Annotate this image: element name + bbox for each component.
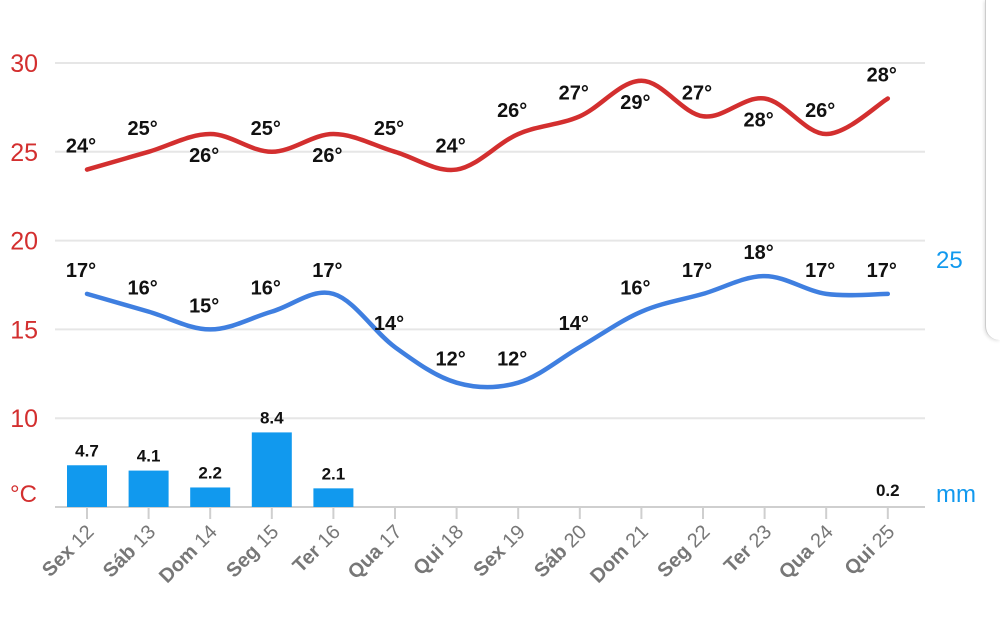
precip-bar-3 [251,432,292,507]
x-tick-label-2: Dom 14 [155,521,222,588]
x-tick-label-0: Sex 12 [38,521,98,581]
y-tick-label-10: 10 [10,405,38,433]
y-tick-label-15: 15 [10,316,38,344]
temp-label-min-1: 16° [127,278,157,300]
precip-bar-0 [67,465,107,507]
precip-bar-1 [128,470,169,507]
scroll-edge [985,0,1000,340]
precip-label-2: 2.2 [198,463,222,482]
temp-label-max-1: 25° [127,118,157,140]
temp-label-max-5: 25° [374,118,404,140]
x-tick-label-4: Ter 16 [289,521,345,577]
x-tick-label-9: Dom 21 [586,521,653,588]
precipitation-bars [67,432,354,507]
temp-label-max-10: 27° [682,82,712,104]
x-tick-label-10: Seg 22 [653,521,714,582]
x-tick-label-12: Qua 24 [775,521,838,584]
temp-label-min-6: 12° [435,349,465,371]
temp-label-min-4: 17° [312,260,342,282]
y-tick-label-30: 30 [10,50,38,78]
precip-label-4: 2.1 [322,464,346,483]
series-line-min [84,273,891,390]
precip-label-0: 4.7 [75,441,99,460]
grid-lines [55,62,925,519]
temp-label-min-0: 17° [66,260,96,282]
temp-label-min-10: 17° [682,260,712,282]
temp-label-max-12: 26° [805,100,835,122]
precip-bar-4 [313,488,354,507]
precip-bar-2 [190,487,231,507]
temp-label-max-3: 25° [251,118,281,140]
temp-label-max-13: 28° [867,65,897,87]
precip-label-1: 4.1 [137,447,161,466]
temp-label-max-2: 26° [189,145,219,167]
temp-label-min-8: 14° [559,313,589,335]
temp-label-min-5: 14° [374,313,404,335]
precip-label-13: 0.2 [876,481,900,500]
y-tick-label-20: 20 [10,228,38,256]
x-tick-label-11: Ter 23 [720,521,776,577]
temperature-lines [84,78,891,390]
x-tick-label-7: Sex 19 [469,521,529,581]
precip-label-3: 8.4 [260,408,284,427]
temp-label-max-11: 28° [743,110,773,132]
left-unit-label: °C [10,481,37,508]
x-tick-label-6: Qui 18 [409,521,468,580]
series-line-max [84,78,891,173]
x-tick-label-8: Sáb 20 [530,521,591,582]
right-unit-label: mm [936,481,976,508]
right-tick-label: 25 [936,247,963,274]
x-tick-label-13: Qui 25 [841,521,900,580]
temp-label-max-0: 24° [66,136,96,158]
temp-label-min-3: 16° [251,278,281,300]
x-tick-label-1: Sáb 13 [99,521,160,582]
temp-label-min-2: 15° [189,295,219,317]
temp-label-max-9: 29° [620,92,650,114]
temp-label-max-6: 24° [435,136,465,158]
data-labels: 4.7 4.1 2.2 8.4 2.1 0.2 24° 25° 26° 25° 26° 25° 24° 2… [66,65,900,501]
y-tick-label-25: 25 [10,139,38,167]
temp-label-max-4: 26° [312,145,342,167]
temp-label-min-11: 18° [743,242,773,264]
temp-label-min-7: 12° [497,349,527,371]
x-tick-label-5: Qua 17 [344,521,407,584]
temp-label-min-13: 17° [867,260,897,282]
x-tick-label-3: Seg 15 [222,521,283,582]
temp-label-min-12: 17° [805,260,835,282]
temp-label-max-8: 27° [559,82,589,104]
temp-label-min-9: 16° [620,278,650,300]
temp-label-max-7: 26° [497,100,527,122]
